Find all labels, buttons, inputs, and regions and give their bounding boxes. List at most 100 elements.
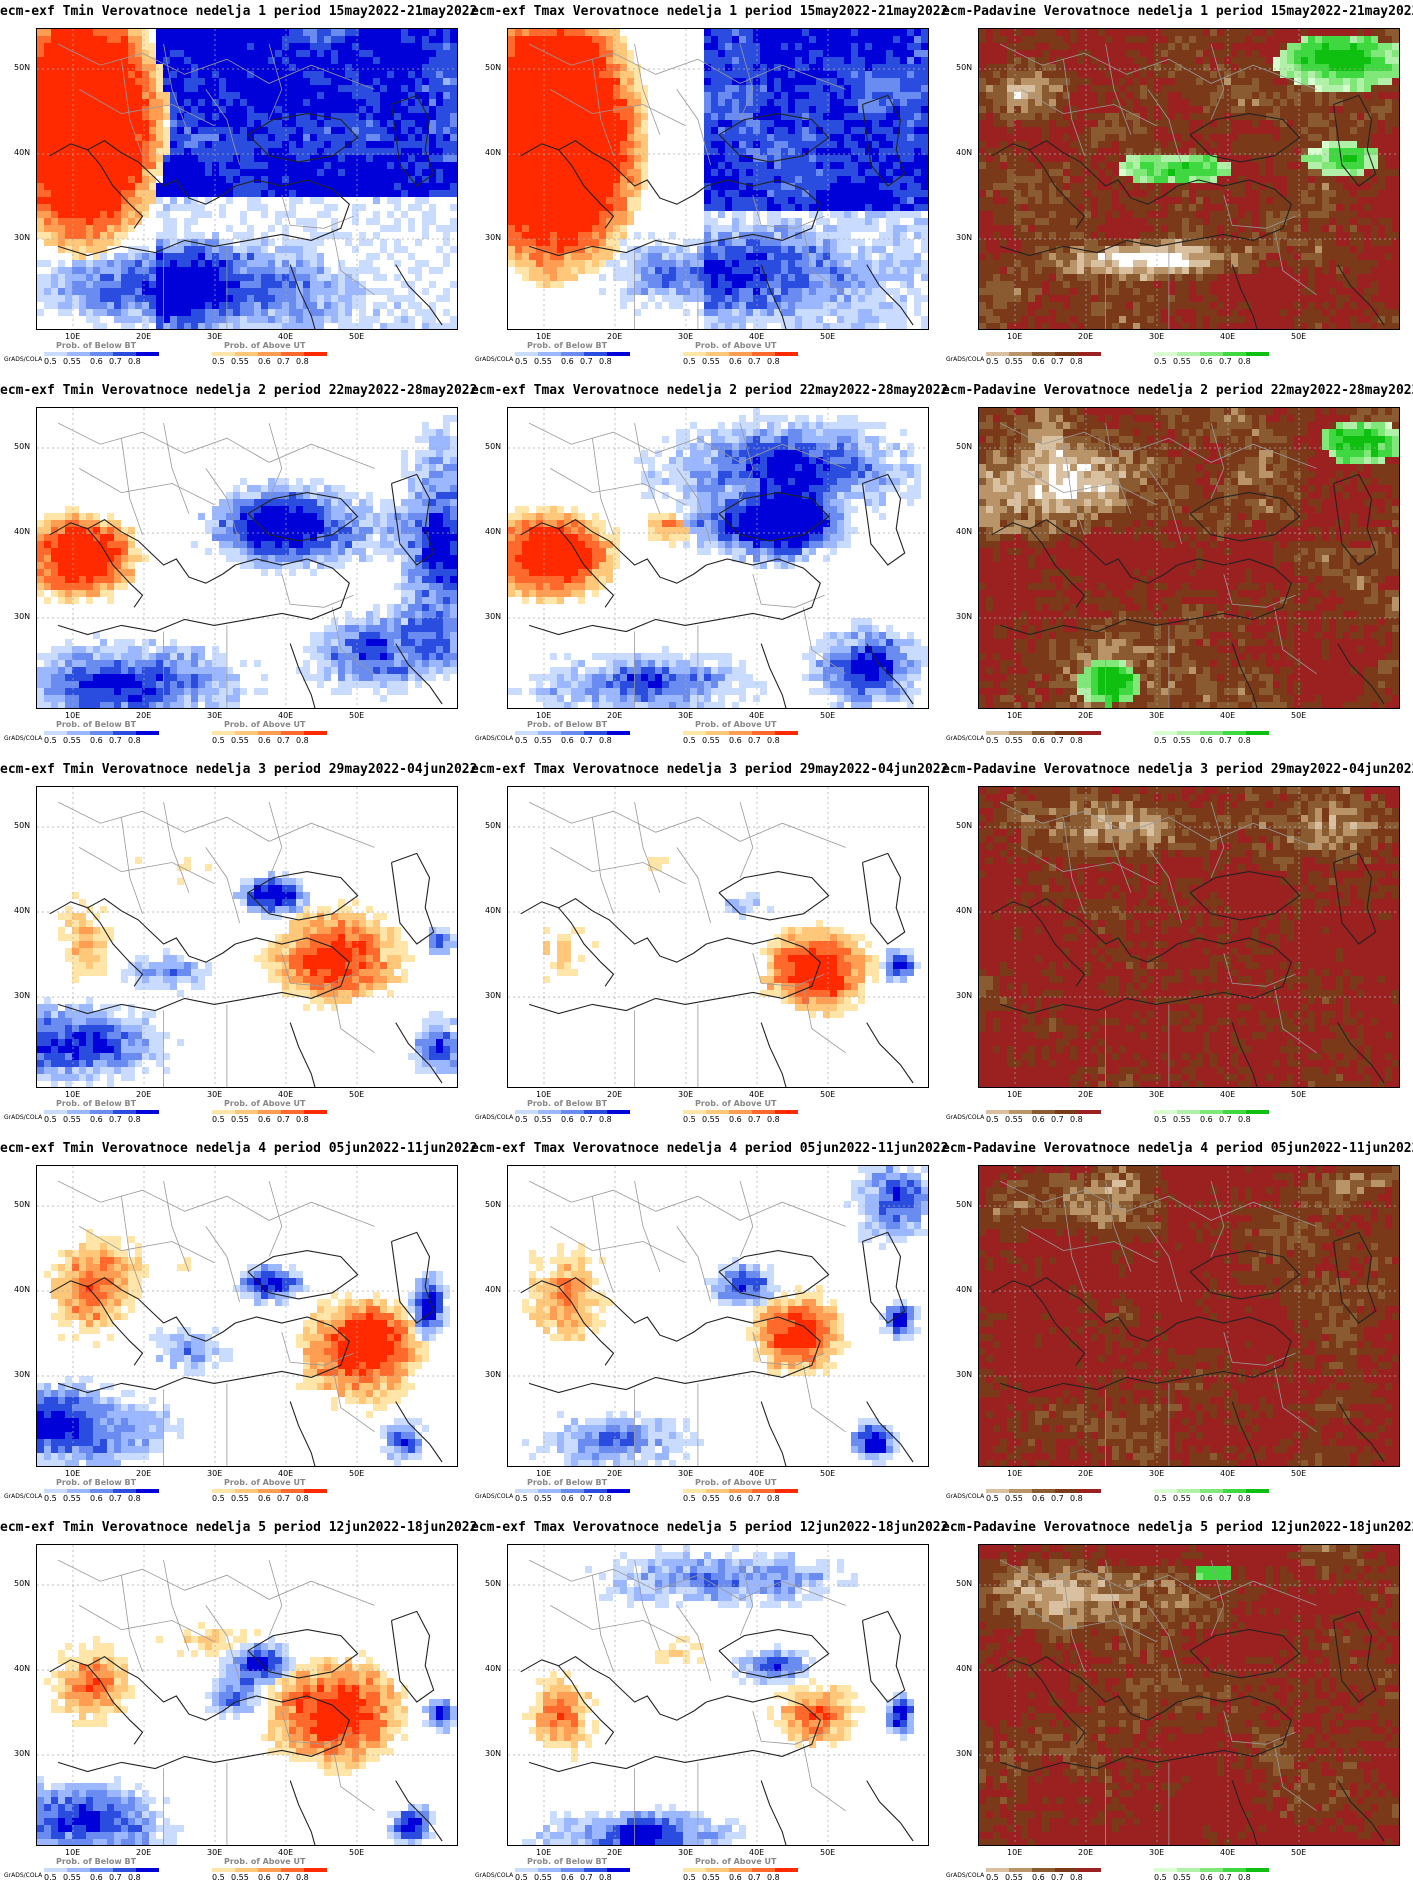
legend-tick: 0.8 (1070, 1494, 1089, 1503)
grads-credit: GrADS/COLA (4, 356, 42, 363)
longitude-label: 20E (136, 1090, 151, 1099)
color-legend: 0.5 0.55 0.6 0.7 0.8 (986, 726, 1101, 750)
legend-tick: 0.55 (1173, 1115, 1200, 1124)
latitude-label: 50N (956, 821, 972, 830)
color-legend: Prob. of Below BT 0.5 0.55 0.6 0.7 0.8 (44, 1478, 159, 1508)
longitude-label: 20E (136, 1469, 151, 1478)
legend-tick: 0.8 (296, 1115, 315, 1124)
legend-title: Prob. of Below BT (527, 720, 607, 729)
legend-tick: 0.8 (1238, 1873, 1257, 1882)
longitude-label: 30E (678, 1848, 693, 1857)
legend-tick: 0.6 (1032, 1873, 1051, 1882)
longitude-label: 50E (1291, 1469, 1306, 1478)
legend-title: Prob. of Above UT (224, 720, 305, 729)
color-legend: 0.5 0.55 0.6 0.7 0.8 (1154, 1484, 1269, 1508)
legend-tick: 0.6 (1032, 357, 1051, 366)
legend-tick: 0.8 (1238, 1115, 1257, 1124)
legend-tick: 0.5 (212, 357, 231, 366)
longitude-label: 30E (1149, 1848, 1164, 1857)
map-panel: ecm-Padavine Verovatnoce nedelja 1 perio… (942, 0, 1413, 379)
panel-title: ecm-exf Tmax Verovatnoce nedelja 4 perio… (471, 1141, 948, 1156)
legend-tick: 0.55 (1005, 1494, 1032, 1503)
latitude-label: 40N (485, 527, 501, 536)
color-legend: Prob. of Above UT 0.5 0.55 0.6 0.7 0.8 (212, 341, 327, 371)
longitude-label: 40E (278, 1848, 293, 1857)
probability-map (979, 787, 1399, 1087)
map-frame (507, 786, 929, 1088)
legend-tick: 0.7 (1219, 1873, 1238, 1882)
legend-tick: 0.7 (277, 357, 296, 366)
longitude-label: 30E (207, 332, 222, 341)
latitude-label: 50N (14, 442, 30, 451)
color-legend: Prob. of Above UT 0.5 0.55 0.6 0.7 0.8 (212, 720, 327, 750)
legend-tick: 0.55 (1005, 1873, 1032, 1882)
color-legend: Prob. of Above UT 0.5 0.55 0.6 0.7 0.8 (683, 720, 798, 750)
legend-tick: 0.55 (702, 736, 729, 745)
probability-map (979, 1166, 1399, 1466)
legend-tick: 0.6 (1032, 1115, 1051, 1124)
probability-map (979, 29, 1399, 329)
legend-tick: 0.8 (1070, 1115, 1089, 1124)
longitude-label: 30E (207, 1090, 222, 1099)
probability-map (508, 1166, 928, 1466)
legend-tick: 0.7 (1219, 1115, 1238, 1124)
longitude-label: 30E (1149, 332, 1164, 341)
map-panel: ecm-exf Tmax Verovatnoce nedelja 5 perio… (471, 1516, 948, 1895)
longitude-label: 40E (1220, 332, 1235, 341)
legend-color-bar (986, 1489, 1101, 1493)
legend-tick: 0.55 (534, 1873, 561, 1882)
legend-tick: 0.7 (1051, 736, 1070, 745)
legend-tick: 0.5 (212, 1115, 231, 1124)
longitude-label: 50E (820, 1848, 835, 1857)
color-legend: Prob. of Below BT 0.5 0.55 0.6 0.7 0.8 (44, 1099, 159, 1129)
legend-title: Prob. of Below BT (56, 720, 136, 729)
legend-tick: 0.8 (767, 736, 786, 745)
probability-map (37, 787, 457, 1087)
legend-tick: 0.6 (1032, 1494, 1051, 1503)
longitude-label: 20E (607, 711, 622, 720)
legend-tick: 0.6 (561, 357, 580, 366)
longitude-label: 20E (607, 332, 622, 341)
grads-credit: GrADS/COLA (946, 1493, 984, 1500)
legend-title: Prob. of Above UT (695, 1857, 776, 1866)
longitude-label: 50E (1291, 1090, 1306, 1099)
legend-tick: 0.8 (1238, 357, 1257, 366)
longitude-label: 40E (1220, 711, 1235, 720)
legend-color-bar (1154, 352, 1269, 356)
longitude-label: 20E (136, 332, 151, 341)
map-frame (978, 1544, 1400, 1846)
grads-credit: GrADS/COLA (946, 1872, 984, 1879)
legend-tick: 0.6 (561, 736, 580, 745)
legend-title: Prob. of Below BT (527, 1099, 607, 1108)
longitude-label: 40E (278, 1090, 293, 1099)
longitude-label: 30E (678, 711, 693, 720)
latitude-label: 40N (14, 148, 30, 157)
grads-credit: GrADS/COLA (475, 356, 513, 363)
latitude-label: 30N (485, 1749, 501, 1758)
color-legend: Prob. of Below BT 0.5 0.55 0.6 0.7 0.8 (44, 1857, 159, 1887)
legend-color-bar (212, 1489, 327, 1493)
legend-tick: 0.8 (767, 1494, 786, 1503)
probability-map (37, 1166, 457, 1466)
grads-credit: GrADS/COLA (946, 735, 984, 742)
map-panel: ecm-exf Tmax Verovatnoce nedelja 1 perio… (471, 0, 948, 379)
map-panel: ecm-Padavine Verovatnoce nedelja 3 perio… (942, 758, 1413, 1137)
legend-tick: 0.7 (109, 1873, 128, 1882)
color-legend: Prob. of Below BT 0.5 0.55 0.6 0.7 0.8 (44, 720, 159, 750)
legend-tick: 0.55 (1173, 736, 1200, 745)
legend-color-bar (44, 352, 159, 356)
map-frame (978, 28, 1400, 330)
legend-title: Prob. of Above UT (224, 341, 305, 350)
probability-map (508, 29, 928, 329)
legend-tick: 0.55 (231, 1873, 258, 1882)
legend-tick: 0.5 (683, 736, 702, 745)
probability-map (979, 1545, 1399, 1845)
legend-tick: 0.7 (277, 1115, 296, 1124)
latitude-label: 40N (14, 1285, 30, 1294)
longitude-label: 10E (1007, 1469, 1022, 1478)
legend-tick: 0.7 (109, 736, 128, 745)
legend-tick: 0.55 (63, 357, 90, 366)
legend-tick: 0.5 (44, 1494, 63, 1503)
panel-title: ecm-exf Tmin Verovatnoce nedelja 4 perio… (0, 1141, 477, 1156)
latitude-label: 50N (485, 1200, 501, 1209)
